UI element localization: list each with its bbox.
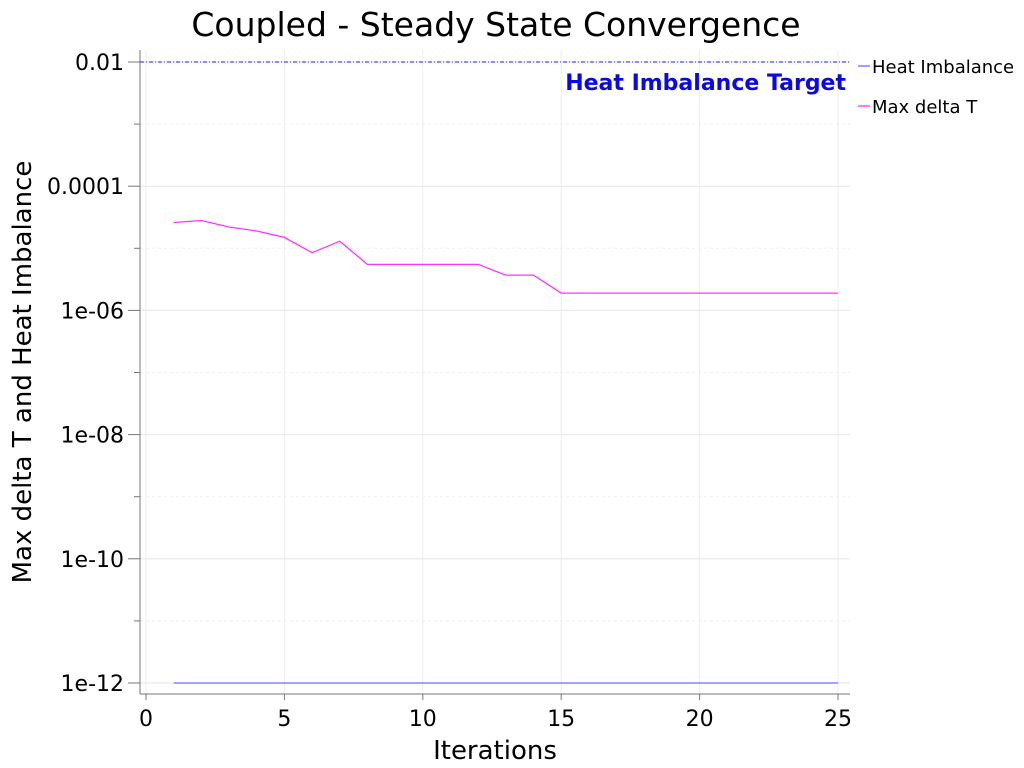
y-tick-label: 0.01 (75, 51, 124, 76)
x-tick-label: 25 (824, 707, 852, 732)
y-tick-label: 1e-10 (61, 548, 124, 573)
x-tick-label: 0 (139, 707, 153, 732)
y-tick-label: 1e-12 (61, 672, 124, 697)
legend-label: Max delta T (872, 97, 978, 118)
chart-title: Coupled - Steady State Convergence (191, 5, 800, 44)
series-lines (173, 219, 838, 684)
y-tick-label: 0.0001 (47, 175, 124, 200)
x-axis-label: Iterations (433, 736, 557, 766)
y-tick-label: 1e-06 (61, 299, 124, 324)
heat-imbalance-target-label: Heat Imbalance Target (565, 71, 846, 96)
y-axis-label: Max delta T and Heat Imbalance (8, 161, 38, 584)
x-axis-ticks: 0 5 10 15 20 25 (139, 694, 852, 732)
y-tick-label: 1e-08 (61, 424, 124, 449)
legend-label: Heat Imbalance (872, 57, 1014, 78)
x-tick-label: 10 (409, 707, 437, 732)
x-tick-label: 20 (686, 707, 714, 732)
x-tick-label: 15 (547, 707, 575, 732)
y-axis-ticks: 0.01 0.0001 1e-06 1e-08 1e-10 1e-12 (47, 51, 140, 697)
legend: Heat Imbalance Max delta T (858, 57, 1014, 118)
x-tick-label: 5 (277, 707, 291, 732)
series-line-max-delta-t (173, 219, 838, 294)
